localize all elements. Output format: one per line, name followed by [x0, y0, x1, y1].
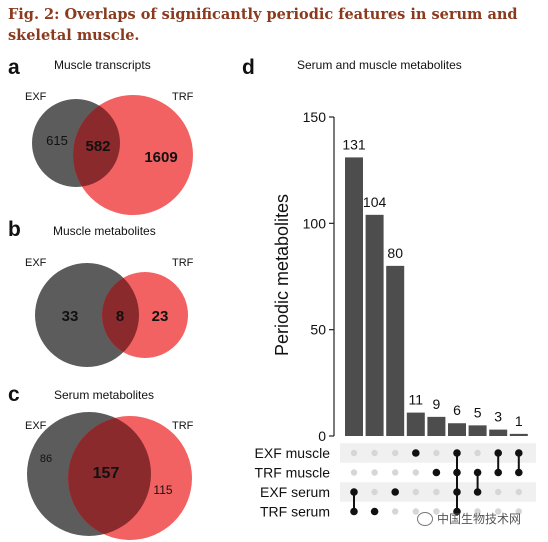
right-only-count-a: 1609	[144, 149, 177, 166]
wechat-icon	[417, 511, 433, 526]
set-label: TRF muscle	[255, 465, 331, 481]
bar-value-label: 6	[453, 402, 461, 418]
exf-label-a: EXF	[25, 91, 47, 103]
membership-dot-inactive	[371, 449, 378, 457]
membership-dot-active	[494, 449, 503, 457]
exf-label-b: EXF	[25, 257, 47, 269]
membership-dot-inactive	[412, 469, 419, 476]
y-tick-label: 0	[318, 428, 326, 444]
membership-dot-inactive	[433, 508, 440, 515]
bar-value-label: 1	[515, 413, 523, 429]
membership-dot-active	[515, 468, 523, 477]
membership-dot-inactive	[474, 508, 481, 515]
membership-dot-active	[473, 468, 482, 477]
bar	[345, 157, 363, 436]
membership-dot-inactive	[392, 508, 399, 515]
membership-dot-active	[494, 468, 503, 477]
membership-dot-inactive	[495, 508, 502, 515]
membership-dot-inactive	[474, 449, 481, 457]
membership-dot-active	[412, 449, 420, 457]
membership-dot-active	[370, 507, 379, 516]
membership-dot-active	[515, 449, 523, 457]
membership-dot-inactive	[433, 488, 440, 496]
panel-letter-b: b	[8, 218, 21, 241]
bar	[489, 429, 508, 436]
left-only-count-b: 33	[62, 308, 79, 325]
bar-value-label: 9	[433, 396, 441, 412]
membership-dot-inactive	[392, 469, 399, 476]
set-label: EXF muscle	[255, 445, 331, 461]
overlap-region-b	[102, 272, 139, 358]
y-tick-label: 50	[310, 322, 326, 338]
bar-value-label: 5	[474, 404, 482, 420]
trf-label-b: TRF	[172, 257, 194, 269]
overlap-count-c: 157	[93, 465, 120, 482]
panel-letter-a: a	[8, 56, 20, 79]
membership-matrix: EXF muscle TRF muscle EXF serum TRF serum	[255, 443, 536, 520]
bar	[468, 425, 487, 436]
panel-title-b: Muscle metabolites	[53, 224, 156, 238]
panel-title-a: Muscle transcripts	[54, 58, 151, 72]
y-axis: 0 50 100 150	[303, 109, 335, 444]
left-only-count-a: 615	[46, 133, 68, 148]
membership-dot-active	[350, 488, 358, 496]
membership-dot-inactive	[392, 449, 399, 457]
overlap-count-a: 582	[85, 138, 110, 155]
bar-value-label: 80	[387, 245, 403, 261]
membership-dot-active	[473, 488, 482, 496]
membership-dot-inactive	[371, 488, 378, 496]
bar	[427, 416, 446, 436]
membership-dot-inactive	[350, 469, 358, 476]
bar	[386, 265, 405, 436]
trf-label-c: TRF	[172, 420, 194, 432]
venn-a: 615 582 1609	[32, 95, 193, 215]
membership-dot-inactive	[515, 488, 522, 496]
overlap-region-c	[68, 416, 151, 536]
membership-dot-inactive	[371, 469, 378, 476]
right-only-count-b: 23	[152, 308, 169, 325]
figure-caption: Fig. 2: Overlaps of significantly period…	[8, 6, 518, 44]
membership-dot-active	[453, 468, 461, 477]
panel-letter-c: c	[8, 383, 20, 406]
membership-dot-inactive	[515, 508, 522, 515]
membership-dot-inactive	[495, 488, 502, 496]
set-label: EXF serum	[260, 484, 330, 500]
bar-value-label: 11	[409, 392, 424, 408]
membership-dot-inactive	[350, 449, 358, 457]
watermark: 中国生物技术网	[417, 510, 521, 527]
right-only-count-c: 115	[153, 483, 172, 497]
exf-label-c: EXF	[25, 420, 47, 432]
bar	[448, 423, 466, 436]
bar	[406, 412, 425, 436]
watermark-text: 中国生物技术网	[437, 512, 522, 526]
bar-value-label: 3	[494, 409, 502, 425]
membership-dot-active	[432, 468, 441, 477]
bars: 131 104 80 11 9 6 5 3 1	[342, 136, 528, 436]
left-only-count-c: 86	[40, 453, 52, 465]
y-tick-label: 150	[303, 109, 327, 125]
membership-dot-active	[350, 507, 358, 516]
membership-dot-inactive	[433, 449, 440, 457]
panel-letter-d: d	[242, 56, 255, 79]
venn-c: 86 157 115	[27, 412, 192, 540]
membership-dot-active	[453, 449, 461, 457]
membership-dot-inactive	[412, 508, 419, 515]
trf-label-a: TRF	[172, 91, 194, 103]
venn-b: 33 8 23	[35, 263, 188, 367]
panel-title-d: Serum and muscle metabolites	[297, 58, 462, 72]
overlap-count-b: 8	[116, 308, 124, 325]
bar-value-label: 104	[363, 194, 387, 210]
y-tick-label: 100	[303, 215, 327, 231]
set-label: TRF serum	[260, 504, 330, 520]
bar	[365, 214, 384, 436]
y-axis-label: Periodic metabolites	[272, 194, 292, 356]
bar	[509, 433, 528, 436]
membership-dot-inactive	[412, 488, 419, 496]
membership-dot-active	[453, 507, 461, 516]
membership-dot-active	[391, 488, 400, 496]
membership-dot-active	[453, 488, 461, 496]
bar-value-label: 131	[342, 136, 366, 152]
panel-title-c: Serum metabolites	[54, 388, 155, 402]
